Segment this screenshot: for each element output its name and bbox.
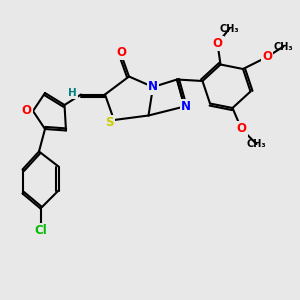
Text: CH₃: CH₃: [220, 23, 239, 34]
Text: O: O: [116, 46, 127, 59]
Text: CH₃: CH₃: [274, 41, 293, 52]
Text: Cl: Cl: [34, 224, 47, 237]
Text: O: O: [212, 37, 223, 50]
Text: CH₃: CH₃: [247, 139, 266, 149]
Text: H: H: [68, 88, 77, 98]
Text: N: N: [148, 80, 158, 94]
Text: O: O: [262, 50, 272, 64]
Text: S: S: [105, 116, 114, 129]
Text: O: O: [21, 104, 32, 118]
Text: O: O: [236, 122, 247, 136]
Text: N: N: [181, 100, 191, 113]
